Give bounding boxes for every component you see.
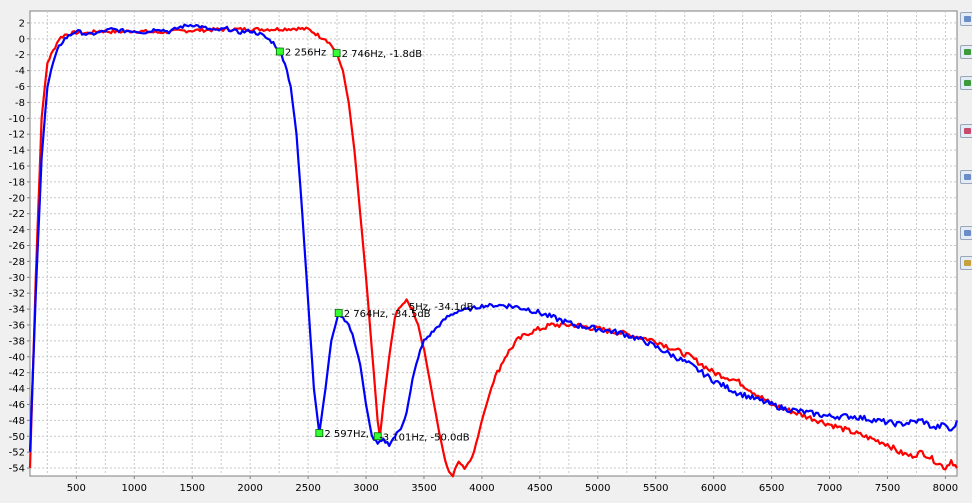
x-tick-label: 1000: [122, 483, 147, 494]
marker-point[interactable]: [334, 309, 343, 317]
copy-icon[interactable]: [960, 226, 972, 240]
y-tick-label: -48: [9, 416, 25, 427]
y-tick-label: -26: [9, 241, 25, 252]
y-tick-label: -20: [9, 193, 25, 204]
marker-label: 3 101Hz, -50.0dB: [383, 432, 470, 443]
series-line-2: [28, 23, 959, 453]
marker-point[interactable]: [315, 429, 324, 437]
axis-labels: 2 0 -2 -4 -6 -8 -10 -12 -14 -16 -18 -20 -22 -24 -26 -28…: [9, 18, 958, 494]
marker-label-fragment: -: [379, 432, 383, 443]
x-tick-label: 4000: [469, 483, 494, 494]
y-tick-label: -6: [15, 82, 25, 93]
marker-point[interactable]: [332, 49, 341, 58]
y-tick-label: -32: [9, 289, 25, 300]
x-tick-label: 3500: [411, 483, 436, 494]
y-tick-label: -28: [9, 257, 25, 268]
x-tick-label: 2500: [295, 483, 320, 494]
save-image-icon[interactable]: [960, 170, 972, 184]
y-tick-label: -2: [15, 50, 25, 61]
x-tick-label: 7500: [875, 483, 900, 494]
x-tick-label: 1500: [179, 483, 204, 494]
x-tick-label: 5500: [643, 483, 668, 494]
side-toolbar: [958, 0, 972, 503]
marker-label: 2 597Hz,: [324, 429, 369, 440]
marker-point[interactable]: [275, 47, 284, 56]
x-tick-label: 6500: [759, 483, 784, 494]
y-tick-label: -34: [9, 305, 25, 316]
x-tick-label: 500: [67, 483, 86, 494]
marker-label-fragment: 5Hz, -34.1dB: [409, 302, 474, 313]
marker-label: 2 764Hz, -34.5dB: [344, 309, 431, 320]
y-tick-label: -16: [9, 162, 25, 173]
y-tick-label: -24: [9, 225, 25, 236]
y-tick-label: -46: [9, 400, 25, 411]
y-tick-label: 0: [19, 34, 25, 45]
y-tick-label: -22: [9, 209, 25, 220]
y-tick-label: -36: [9, 320, 25, 331]
add-marker-icon[interactable]: [960, 45, 972, 59]
y-tick-label: -12: [9, 130, 25, 141]
series-line-1: [28, 26, 958, 478]
chart-type-icon[interactable]: [960, 124, 972, 138]
plot-background: [29, 10, 958, 477]
y-tick-label: -30: [9, 273, 25, 284]
x-tick-label: 4500: [527, 483, 552, 494]
x-tick-label: 8000: [933, 483, 958, 494]
y-tick-label: -40: [9, 352, 25, 363]
y-tick-label: -54: [9, 464, 25, 475]
zoom-tool-icon[interactable]: [960, 12, 972, 26]
y-tick-label: 2: [19, 18, 25, 29]
x-tick-label: 6000: [701, 483, 726, 494]
print-icon[interactable]: [960, 256, 972, 270]
y-tick-label: -52: [9, 448, 25, 459]
series-group: [28, 23, 959, 478]
marker-label: 2 256Hz: [285, 48, 326, 59]
grid: [30, 11, 957, 476]
x-tick-label: 3000: [353, 483, 378, 494]
y-tick-label: -14: [9, 146, 25, 157]
y-tick-label: -42: [9, 368, 25, 379]
y-tick-label: -4: [15, 66, 25, 77]
x-tick-label: 5000: [585, 483, 610, 494]
marker-label: 2 746Hz, -1.8dB: [342, 49, 423, 60]
marker-group: 2 256Hz 2 746Hz, -1.8dB 2 764Hz, -34.5dB 2 …: [275, 47, 474, 443]
y-tick-label: -10: [9, 114, 25, 125]
refresh-icon[interactable]: [960, 76, 972, 90]
y-tick-label: -50: [9, 432, 25, 443]
y-tick-label: -38: [9, 336, 25, 347]
x-tick-label: 2000: [237, 483, 262, 494]
marker-point[interactable]: [373, 432, 382, 441]
x-tick-label: 7000: [817, 483, 842, 494]
y-tick-label: -18: [9, 177, 25, 188]
y-tick-label: -44: [9, 384, 25, 395]
y-tick-label: -8: [15, 98, 25, 109]
